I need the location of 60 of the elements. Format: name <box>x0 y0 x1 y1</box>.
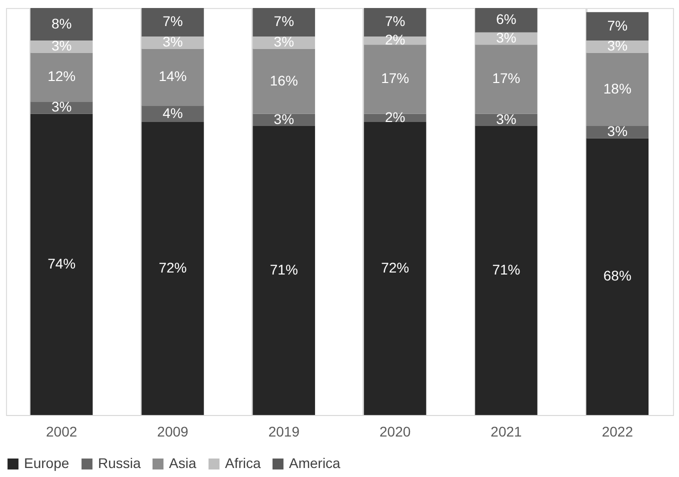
bar <box>475 126 538 415</box>
data-label: 72% <box>158 259 187 276</box>
x-tick-label: 2009 <box>157 424 189 440</box>
bar <box>142 8 204 36</box>
data-label: 72% <box>381 259 410 276</box>
data-label: 18% <box>603 80 632 96</box>
bar <box>364 122 426 415</box>
legend-label: Asia <box>169 455 196 471</box>
data-label: 3% <box>51 38 72 54</box>
bar <box>30 8 93 41</box>
data-label: 12% <box>48 68 76 84</box>
data-label: 3% <box>496 110 516 127</box>
data-label: 7% <box>384 13 406 30</box>
data-label: 3% <box>274 34 294 50</box>
bar <box>475 8 538 32</box>
bar <box>364 44 426 114</box>
bar <box>364 8 426 36</box>
data-label: 71% <box>270 262 298 278</box>
data-label: 3% <box>51 98 72 115</box>
bar <box>30 114 93 415</box>
data-label: 17% <box>492 70 520 86</box>
data-label: 7% <box>274 13 294 30</box>
x-tick-label: 2020 <box>380 424 411 440</box>
data-label: 2% <box>384 32 406 48</box>
data-label: 7% <box>162 13 183 30</box>
bar <box>252 126 316 415</box>
data-label: 74% <box>48 255 76 272</box>
data-label: 71% <box>492 262 520 278</box>
legend-label: Russia <box>98 455 142 471</box>
data-label: 3% <box>496 30 516 46</box>
data-label: 8% <box>51 15 72 32</box>
data-label: 7% <box>607 17 628 34</box>
bar <box>475 44 538 114</box>
data-label: 3% <box>274 110 294 127</box>
bar <box>252 48 316 114</box>
x-tick-label: 2019 <box>268 424 300 440</box>
data-label: 17% <box>381 70 410 86</box>
bar <box>586 12 649 41</box>
bar <box>30 52 93 102</box>
legend-label: Africa <box>225 455 261 471</box>
data-label: 16% <box>270 72 298 88</box>
data-label: 3% <box>607 123 628 140</box>
bar <box>586 52 649 126</box>
data-label: 6% <box>496 11 516 28</box>
data-label: 3% <box>162 34 183 50</box>
bar <box>142 48 204 106</box>
bar <box>142 106 204 122</box>
data-label: 14% <box>158 68 187 84</box>
legend-label: Europe <box>24 455 70 471</box>
bar <box>252 8 316 36</box>
bar <box>142 122 204 415</box>
data-label: 2% <box>384 108 406 125</box>
x-tick-label: 2002 <box>46 424 78 440</box>
data-label: 68% <box>603 268 632 284</box>
legend-label: America <box>289 455 341 471</box>
data-label: 4% <box>162 104 183 121</box>
data-label: 3% <box>607 38 628 54</box>
x-tick-label: 2022 <box>602 424 634 440</box>
bar <box>586 138 649 415</box>
x-tick-label: 2021 <box>490 424 522 440</box>
